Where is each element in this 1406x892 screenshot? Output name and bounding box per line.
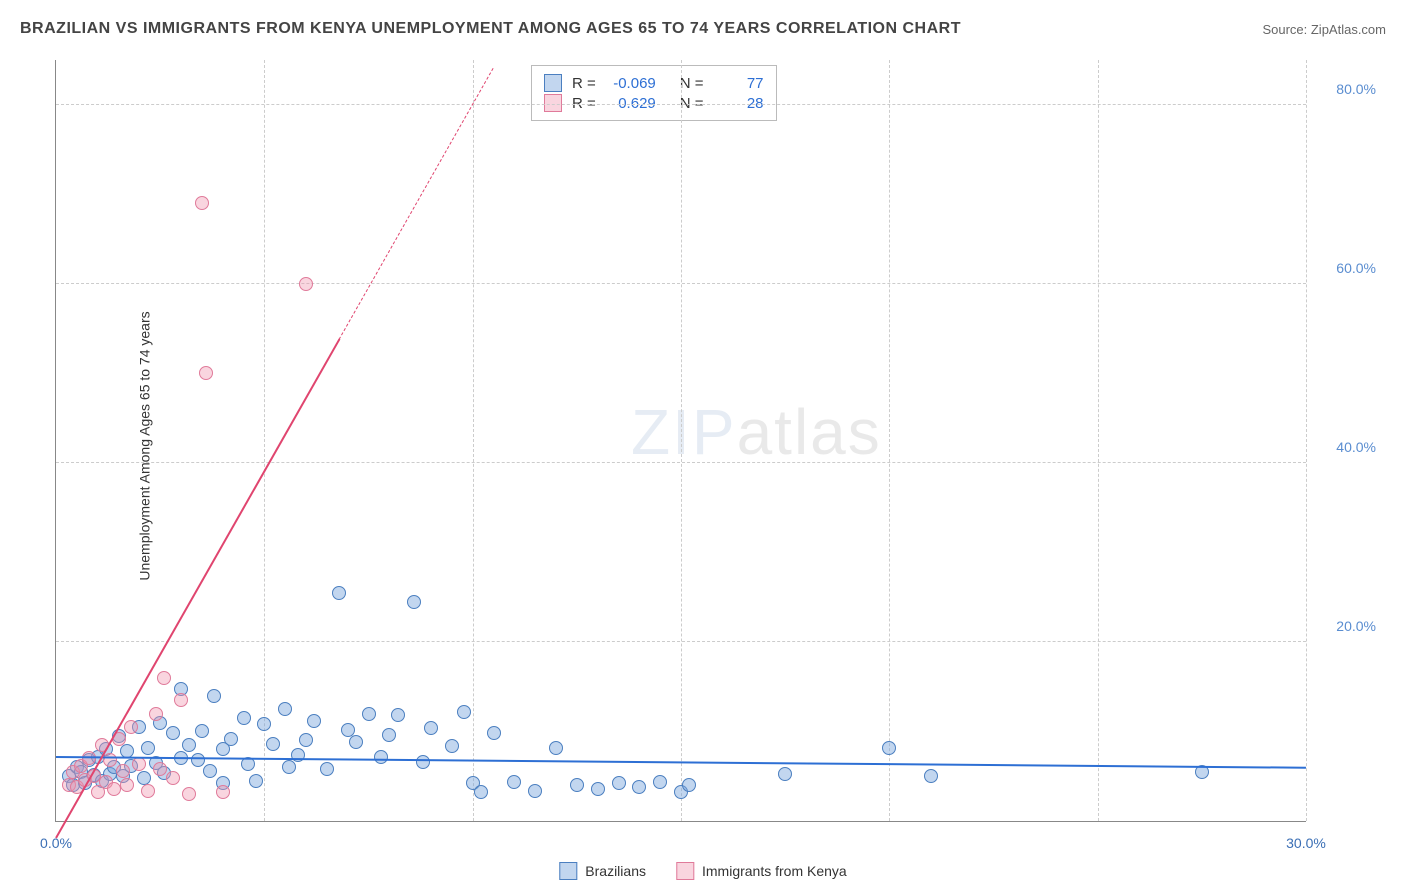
data-point — [182, 787, 196, 801]
gridline-v — [264, 60, 265, 821]
source-link[interactable]: ZipAtlas.com — [1311, 22, 1386, 37]
data-point — [391, 708, 405, 722]
n-label: N = — [680, 75, 704, 92]
y-tick-label: 40.0% — [1316, 439, 1376, 455]
data-point — [216, 785, 230, 799]
data-point — [237, 711, 251, 725]
data-point — [153, 762, 167, 776]
scatter-chart: ZIPatlas R =-0.069N =77R =0.629N =28 20.… — [55, 60, 1306, 822]
data-point — [445, 739, 459, 753]
gridline-v — [473, 60, 474, 821]
y-tick-label: 20.0% — [1316, 618, 1376, 634]
chart-legend: Brazilians Immigrants from Kenya — [559, 862, 846, 880]
data-point — [191, 753, 205, 767]
data-point — [924, 769, 938, 783]
data-point — [320, 762, 334, 776]
chart-title: BRAZILIAN VS IMMIGRANTS FROM KENYA UNEMP… — [20, 20, 961, 38]
data-point — [416, 755, 430, 769]
data-point — [424, 721, 438, 735]
data-point — [195, 196, 209, 210]
legend-label: Brazilians — [585, 863, 646, 879]
data-point — [195, 724, 209, 738]
data-point — [132, 757, 146, 771]
data-point — [570, 778, 584, 792]
chart-source: Source: ZipAtlas.com — [1262, 22, 1386, 37]
data-point — [362, 707, 376, 721]
data-point — [374, 750, 388, 764]
data-point — [257, 717, 271, 731]
series-swatch — [544, 74, 562, 92]
data-point — [299, 733, 313, 747]
n-value: 77 — [714, 75, 764, 92]
y-tick-label: 80.0% — [1316, 81, 1376, 97]
data-point — [116, 764, 130, 778]
data-point — [124, 720, 138, 734]
data-point — [653, 775, 667, 789]
data-point — [224, 732, 238, 746]
data-point — [249, 774, 263, 788]
legend-swatch — [676, 862, 694, 880]
legend-label: Immigrants from Kenya — [702, 863, 847, 879]
y-tick-label: 60.0% — [1316, 260, 1376, 276]
legend-item: Brazilians — [559, 862, 646, 880]
gridline-v — [681, 60, 682, 821]
stats-box: R =-0.069N =77R =0.629N =28 — [531, 65, 777, 121]
chart-header: BRAZILIAN VS IMMIGRANTS FROM KENYA UNEMP… — [20, 20, 1386, 38]
data-point — [349, 735, 363, 749]
r-value: -0.069 — [606, 75, 656, 92]
data-point — [166, 771, 180, 785]
data-point — [207, 689, 221, 703]
gridline-v — [1306, 60, 1307, 821]
data-point — [457, 705, 471, 719]
data-point — [166, 726, 180, 740]
data-point — [382, 728, 396, 742]
data-point — [487, 726, 501, 740]
data-point — [82, 751, 96, 765]
data-point — [307, 714, 321, 728]
data-point — [778, 767, 792, 781]
data-point — [341, 723, 355, 737]
data-point — [174, 693, 188, 707]
data-point — [141, 741, 155, 755]
gridline-v — [889, 60, 890, 821]
data-point — [528, 784, 542, 798]
data-point — [882, 741, 896, 755]
data-point — [474, 785, 488, 799]
watermark: ZIPatlas — [631, 395, 882, 469]
data-point — [591, 782, 605, 796]
data-point — [612, 776, 626, 790]
data-point — [407, 595, 421, 609]
data-point — [120, 778, 134, 792]
data-point — [157, 671, 171, 685]
legend-item: Immigrants from Kenya — [676, 862, 847, 880]
data-point — [332, 586, 346, 600]
data-point — [203, 764, 217, 778]
data-point — [103, 753, 117, 767]
legend-swatch — [559, 862, 577, 880]
r-label: R = — [572, 75, 596, 92]
data-point — [507, 775, 521, 789]
data-point — [632, 780, 646, 794]
gridline-v — [1098, 60, 1099, 821]
x-tick-label: 30.0% — [1286, 835, 1326, 851]
data-point — [282, 760, 296, 774]
data-point — [266, 737, 280, 751]
data-point — [149, 707, 163, 721]
trend-line-extrapolated — [339, 68, 494, 340]
data-point — [141, 784, 155, 798]
data-point — [199, 366, 213, 380]
data-point — [182, 738, 196, 752]
data-point — [299, 277, 313, 291]
stats-row: R = -0.069 N = 77 — [544, 74, 764, 92]
data-point — [278, 702, 292, 716]
data-point — [549, 741, 563, 755]
data-point — [682, 778, 696, 792]
